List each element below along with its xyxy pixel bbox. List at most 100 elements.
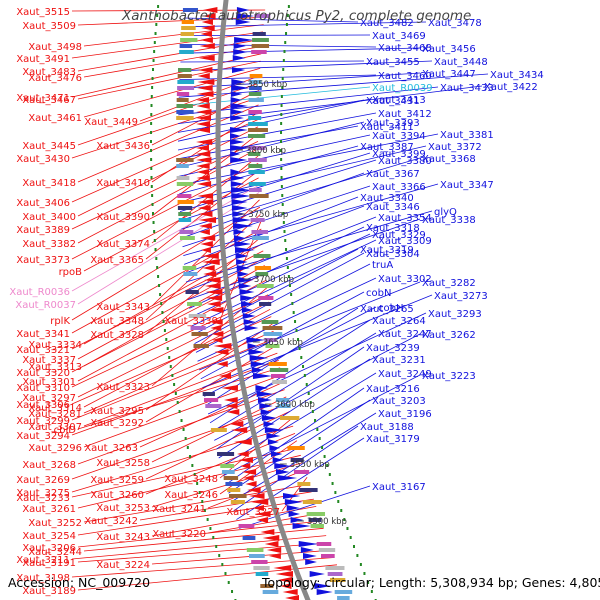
- forward-strand-feature: [236, 259, 248, 265]
- callout-line: [71, 338, 275, 421]
- category-feature: [221, 470, 235, 474]
- category-feature: [248, 164, 263, 168]
- forward-strand-feature: [298, 541, 319, 547]
- category-feature: [176, 164, 189, 168]
- gene-label: Xaut_3294: [16, 431, 70, 442]
- tick-dot: [150, 185, 153, 188]
- tick-dot: [282, 212, 285, 215]
- tick-dot: [151, 77, 154, 80]
- forward-strand-feature: [256, 391, 274, 397]
- forward-strand-feature: [248, 349, 265, 355]
- reverse-strand-feature: [237, 451, 249, 457]
- gene-label: Xaut_3246: [164, 490, 218, 501]
- callout-line: [71, 53, 262, 98]
- tick-dot: [334, 491, 337, 494]
- genome-title: Xanthobacter autotrophicus Py2, complete…: [122, 8, 472, 24]
- forward-strand-feature: [251, 367, 264, 373]
- reverse-strand-feature: [233, 439, 252, 445]
- category-feature: [227, 488, 241, 492]
- category-feature: [337, 596, 350, 600]
- category-feature: [178, 212, 192, 216]
- reverse-strand-feature: [196, 109, 212, 115]
- callout-line: [77, 389, 285, 465]
- gene-label: Xaut_3263: [84, 443, 138, 454]
- reverse-strand-feature: [202, 265, 215, 271]
- forward-strand-feature: [231, 85, 250, 91]
- forward-strand-feature: [240, 295, 255, 301]
- reverse-strand-feature: [209, 319, 223, 325]
- forward-strand-feature: [238, 277, 254, 283]
- gene-label: Xaut_3224: [96, 560, 150, 571]
- category-feature: [248, 554, 265, 558]
- category-feature: [177, 206, 193, 210]
- reverse-strand-feature: [243, 475, 254, 481]
- reverse-strand-feature: [245, 481, 257, 487]
- tick-dot: [294, 320, 297, 323]
- tick-dot: [184, 437, 187, 440]
- forward-strand-feature: [246, 337, 266, 343]
- tick-dot: [150, 131, 153, 134]
- gene-label: Xaut_3275: [16, 488, 70, 499]
- tick-dot: [150, 167, 153, 170]
- tick-dot: [163, 329, 166, 332]
- category-feature: [249, 86, 262, 90]
- tick-dot: [280, 113, 283, 116]
- forward-strand-feature: [277, 475, 298, 481]
- gene-label: cobH: [378, 303, 403, 314]
- category-feature: [297, 482, 311, 486]
- reverse-strand-feature: [221, 385, 238, 391]
- tick-dot: [209, 527, 212, 530]
- gene-label: Xaut_3367: [366, 169, 420, 180]
- gene-label: Xaut_3323: [96, 382, 150, 393]
- gene-label: Xaut_R0039: [372, 83, 433, 94]
- category-feature: [318, 548, 336, 552]
- gene-label: Xaut_3387: [360, 142, 414, 153]
- tick-dot: [280, 158, 283, 161]
- forward-strand-feature: [233, 235, 245, 241]
- tick-dot: [280, 176, 283, 179]
- tick-dot: [212, 536, 215, 539]
- tick-dot: [343, 518, 346, 521]
- tick-dot: [280, 140, 282, 143]
- tick-dot: [280, 185, 283, 188]
- gene-label: Xaut_3393: [366, 118, 420, 129]
- scale-tick-label: 3650 kbp: [263, 338, 303, 348]
- reverse-strand-feature: [223, 397, 238, 403]
- category-feature: [293, 470, 310, 474]
- forward-strand-feature: [269, 445, 281, 451]
- category-feature: [280, 416, 300, 420]
- tick-dot: [160, 302, 163, 305]
- callout-line: [145, 235, 263, 335]
- gene-label: Xaut_3374: [96, 239, 150, 250]
- category-feature: [179, 50, 194, 54]
- reverse-strand-feature: [282, 589, 298, 595]
- tick-dot: [281, 77, 284, 80]
- tick-dot: [186, 446, 189, 449]
- category-feature: [251, 230, 269, 234]
- gene-label: Xaut_3433: [440, 83, 494, 94]
- reverse-strand-feature: [196, 169, 210, 175]
- category-feature: [248, 116, 262, 120]
- gene-label: Xaut_3334: [28, 340, 82, 351]
- gene-label: truA: [372, 260, 393, 271]
- forward-strand-feature: [302, 553, 317, 559]
- category-feature: [191, 332, 208, 336]
- reverse-strand-feature: [226, 409, 240, 415]
- callout-line: [71, 31, 264, 59]
- category-feature: [188, 314, 207, 318]
- category-feature: [217, 452, 235, 456]
- forward-strand-feature: [300, 547, 314, 553]
- genome-summary-text: Topology: circular; Length: 5,308,934 bp…: [262, 575, 600, 590]
- forward-strand-feature: [230, 91, 243, 97]
- reverse-strand-feature: [238, 457, 253, 463]
- gene-label: Xaut_3381: [440, 130, 494, 141]
- reverse-strand-feature: [262, 535, 280, 541]
- category-feature: [287, 446, 305, 450]
- gene-label: Xaut_3261: [22, 504, 76, 515]
- callout-line: [83, 330, 274, 414]
- category-feature: [176, 104, 193, 108]
- tick-dot: [166, 347, 169, 350]
- gene-label: Xaut_3410: [96, 178, 150, 189]
- category-feature: [249, 188, 262, 192]
